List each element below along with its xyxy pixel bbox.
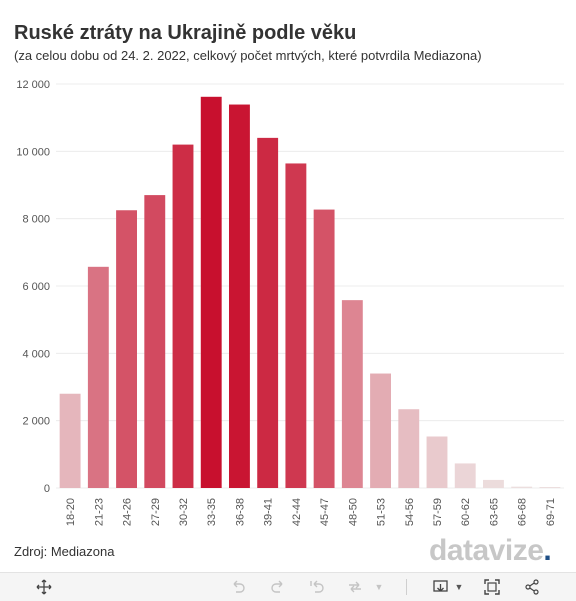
share-icon[interactable]	[521, 577, 543, 597]
bar	[426, 436, 448, 488]
y-tick-label: 0	[44, 483, 50, 495]
bar	[398, 409, 420, 488]
x-tick-label: 69-71	[545, 498, 557, 526]
x-tick-label: 48-50	[347, 498, 359, 526]
y-tick-label: 8 000	[22, 214, 50, 226]
y-tick-label: 4 000	[22, 348, 50, 360]
logo-dot: .	[543, 534, 552, 567]
bar	[483, 479, 504, 488]
toolbar-divider	[406, 579, 407, 595]
x-tick-label: 33-35	[206, 498, 218, 526]
bar	[341, 300, 363, 488]
x-tick-label: 39-41	[263, 498, 275, 526]
x-tick-label: 27-29	[150, 498, 162, 526]
bar	[200, 96, 222, 488]
bar-chart: 0 2 000 4 000 6 000 8 000 10 000 12 000 18-20 21…	[16, 79, 564, 526]
y-tick-label: 12 000	[16, 79, 50, 91]
datavize-logo: datavize.	[429, 534, 552, 568]
download-icon[interactable]	[431, 577, 453, 597]
bar	[116, 210, 137, 488]
x-tick-label: 36-38	[234, 498, 246, 526]
x-tick-label: 18-20	[65, 498, 77, 526]
chevron-down-icon[interactable]: ▼	[454, 582, 464, 592]
fullscreen-icon[interactable]	[481, 577, 503, 597]
x-tick-label: 42-44	[291, 498, 303, 526]
viz-toolbar: ▼ ▼	[0, 572, 576, 601]
chart-subtitle: (za celou dobu od 24. 2. 2022, celkový p…	[14, 48, 482, 63]
bar	[511, 486, 533, 488]
undo-icon[interactable]	[227, 577, 249, 597]
y-tick-label: 6 000	[22, 281, 50, 293]
x-tick-label: 21-23	[93, 498, 105, 526]
bar	[539, 487, 561, 488]
x-tick-label: 24-26	[122, 498, 134, 526]
bar	[454, 463, 476, 488]
bar	[370, 373, 391, 488]
redo-icon[interactable]	[267, 577, 289, 597]
x-tick-label: 66-68	[517, 498, 529, 526]
bar	[144, 195, 166, 488]
logo-text: datavize	[429, 534, 544, 567]
bar	[59, 393, 81, 488]
chevron-down-icon[interactable]: ▼	[374, 582, 384, 592]
x-tick-label: 45-47	[319, 498, 331, 526]
bar	[285, 163, 307, 488]
y-tick-label: 10 000	[16, 146, 50, 158]
bar	[87, 266, 109, 488]
x-tick-label: 57-59	[432, 498, 444, 526]
source-note: Zdroj: Mediazona	[14, 544, 115, 559]
x-tick-label: 51-53	[376, 498, 388, 526]
revert-icon[interactable]	[306, 577, 328, 597]
bar	[172, 144, 194, 488]
bar	[313, 209, 335, 488]
bar	[229, 104, 250, 488]
forward-icon[interactable]	[344, 577, 366, 597]
y-tick-label: 2 000	[22, 416, 50, 428]
x-tick-label: 30-32	[178, 498, 190, 526]
chart-title: Ruské ztráty na Ukrajině podle věku	[14, 22, 357, 44]
x-tick-label: 54-56	[404, 498, 416, 526]
pan-icon[interactable]	[33, 577, 55, 597]
x-tick-label: 60-62	[460, 498, 472, 526]
bar	[257, 137, 279, 488]
x-tick-label: 63-65	[488, 498, 500, 526]
